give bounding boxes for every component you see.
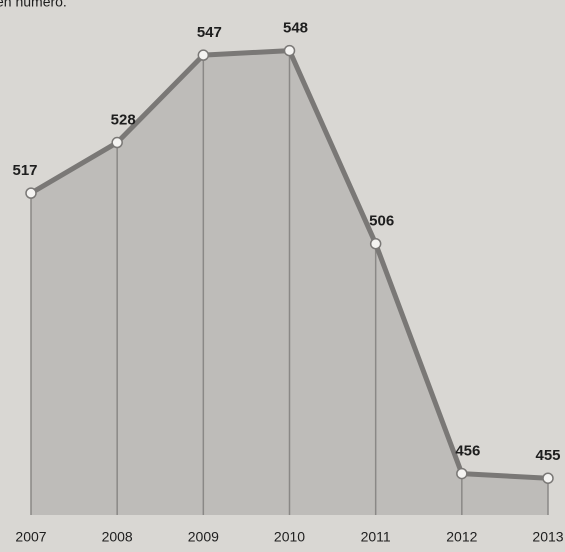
point xyxy=(283,44,296,57)
value-label: 456 xyxy=(455,443,480,460)
value-label: 517 xyxy=(12,162,37,179)
x-tick-label: 2011 xyxy=(361,529,391,545)
point xyxy=(111,136,123,149)
x-tick-label: 2009 xyxy=(188,529,219,545)
point xyxy=(542,472,554,484)
x-tick-label: 2008 xyxy=(102,529,133,545)
x-tick-label: 2007 xyxy=(15,529,46,545)
value-label: 528 xyxy=(111,112,136,129)
value-label: 547 xyxy=(197,24,222,41)
subtitle: en número. xyxy=(0,0,67,10)
value-label: 548 xyxy=(283,20,308,37)
point xyxy=(456,467,468,480)
x-tick-label: 2010 xyxy=(274,529,305,545)
point xyxy=(25,187,37,199)
x-tick-label: 2012 xyxy=(446,529,477,545)
point xyxy=(369,237,382,250)
x-tick-label: 2013 xyxy=(532,529,563,545)
value-label: 455 xyxy=(535,447,560,464)
value-label: 506 xyxy=(369,213,394,230)
point xyxy=(197,49,210,61)
